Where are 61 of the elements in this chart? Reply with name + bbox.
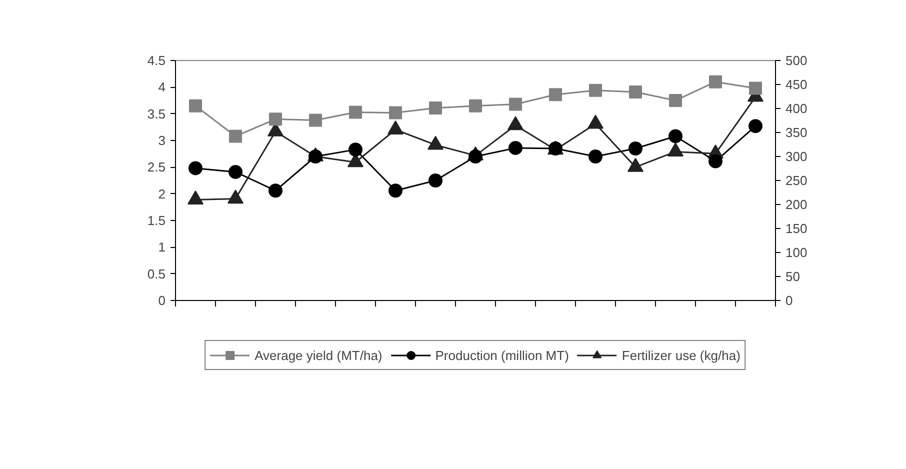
point <box>229 130 242 143</box>
point <box>188 190 204 205</box>
point <box>628 158 644 172</box>
point <box>589 84 602 97</box>
y2-tick-label: 50 <box>786 269 800 284</box>
point <box>588 114 604 129</box>
point <box>749 82 762 95</box>
point <box>228 190 244 204</box>
point <box>509 98 522 111</box>
point <box>429 101 442 114</box>
y-tick-label: 0.5 <box>147 266 166 282</box>
point <box>268 184 282 198</box>
point <box>389 106 402 120</box>
y2-tick-label: 350 <box>786 125 808 140</box>
point <box>309 114 322 127</box>
y-tick-label: 3.5 <box>147 106 166 122</box>
y2-tick-label: 0 <box>786 293 793 308</box>
y-tick-label: 2.5 <box>147 160 166 175</box>
point <box>228 164 242 179</box>
point <box>348 142 362 157</box>
legend-label: Fertilizer use (kg/ha) <box>622 348 740 362</box>
point <box>189 99 202 112</box>
y2-tick-label: 400 <box>786 101 808 116</box>
point <box>508 140 522 155</box>
y-tick-label: 2 <box>158 186 166 202</box>
y2-tick-label: 300 <box>786 149 808 164</box>
y2-tick-label: 450 <box>786 77 808 92</box>
y-tick-label: 1 <box>158 240 166 255</box>
y2-tick-label: 150 <box>786 221 808 236</box>
point <box>468 150 482 164</box>
point <box>669 94 682 107</box>
legend-label: Average yield (MT/ha) <box>254 348 382 362</box>
point <box>269 112 282 126</box>
y-tick-label: 4 <box>158 80 166 95</box>
y2-tick-label: 250 <box>786 173 808 188</box>
y2-tick-label: 200 <box>786 197 808 212</box>
point <box>709 75 722 88</box>
point <box>428 174 442 188</box>
point <box>308 150 322 164</box>
point <box>748 119 762 134</box>
y2-tick-label: 100 <box>786 245 808 260</box>
point <box>388 120 404 134</box>
point <box>188 161 202 176</box>
point <box>668 129 682 144</box>
point <box>588 150 602 164</box>
y-tick-label: 4.5 <box>147 53 166 68</box>
y-tick-label: 0 <box>158 293 166 308</box>
point <box>388 184 402 198</box>
point <box>629 85 642 98</box>
y2-tick-label: 500 <box>786 53 808 68</box>
point <box>549 88 562 102</box>
y-tick-label: 1.5 <box>147 213 166 228</box>
point <box>508 116 524 130</box>
y-tick-label: 3 <box>158 133 166 148</box>
legend-label: Production (million MT) <box>435 348 569 362</box>
point <box>428 136 444 150</box>
point <box>668 142 684 157</box>
point <box>469 99 482 112</box>
point <box>708 154 722 168</box>
point <box>349 106 362 119</box>
point <box>628 142 642 156</box>
